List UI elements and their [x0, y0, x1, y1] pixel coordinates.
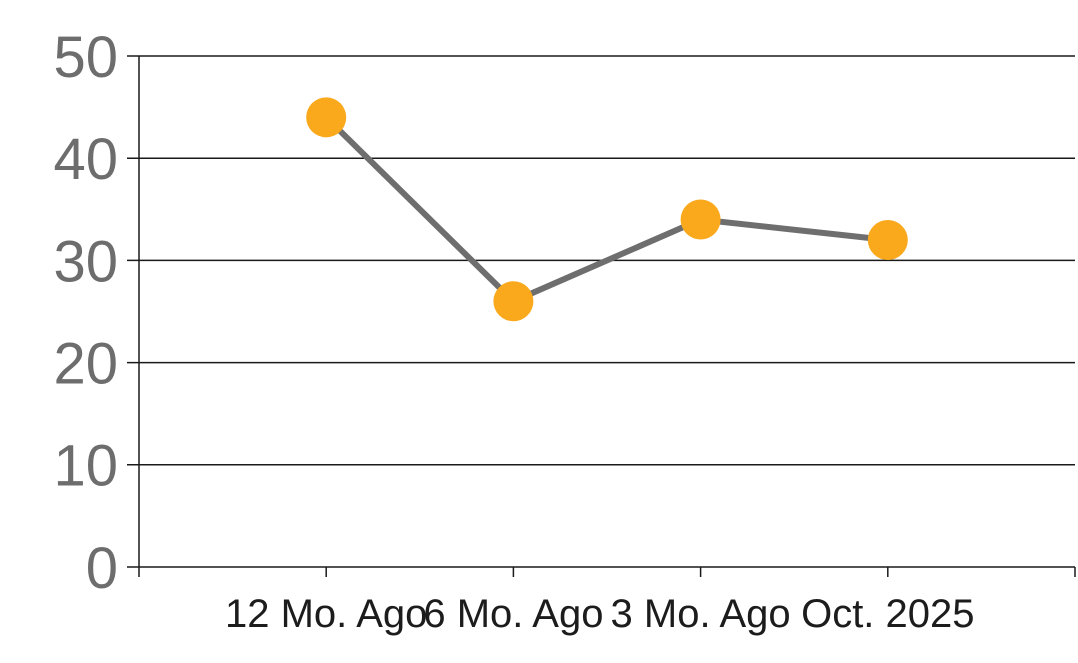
y-axis-tick-label: 40	[53, 127, 118, 192]
series-line	[324, 115, 889, 305]
y-axis-tick-label: 10	[53, 434, 118, 499]
y-axis-tick-label: 0	[86, 536, 118, 601]
x-axis-tick-label: 6 Mo. Ago	[423, 592, 603, 636]
x-axis-tick-label: Oct. 2025	[801, 592, 974, 636]
x-axis-tick-label: 3 Mo. Ago	[611, 592, 791, 636]
data-point-marker	[867, 219, 908, 260]
data-point-marker	[493, 281, 534, 322]
data-point-marker	[306, 97, 347, 138]
y-axis-tick-label: 20	[53, 331, 118, 396]
data-point-marker	[680, 199, 721, 240]
y-axis-tick-label: 50	[53, 25, 118, 90]
x-axis-tick-label: 12 Mo. Ago	[225, 592, 427, 636]
y-axis-tick-label: 30	[53, 229, 118, 294]
